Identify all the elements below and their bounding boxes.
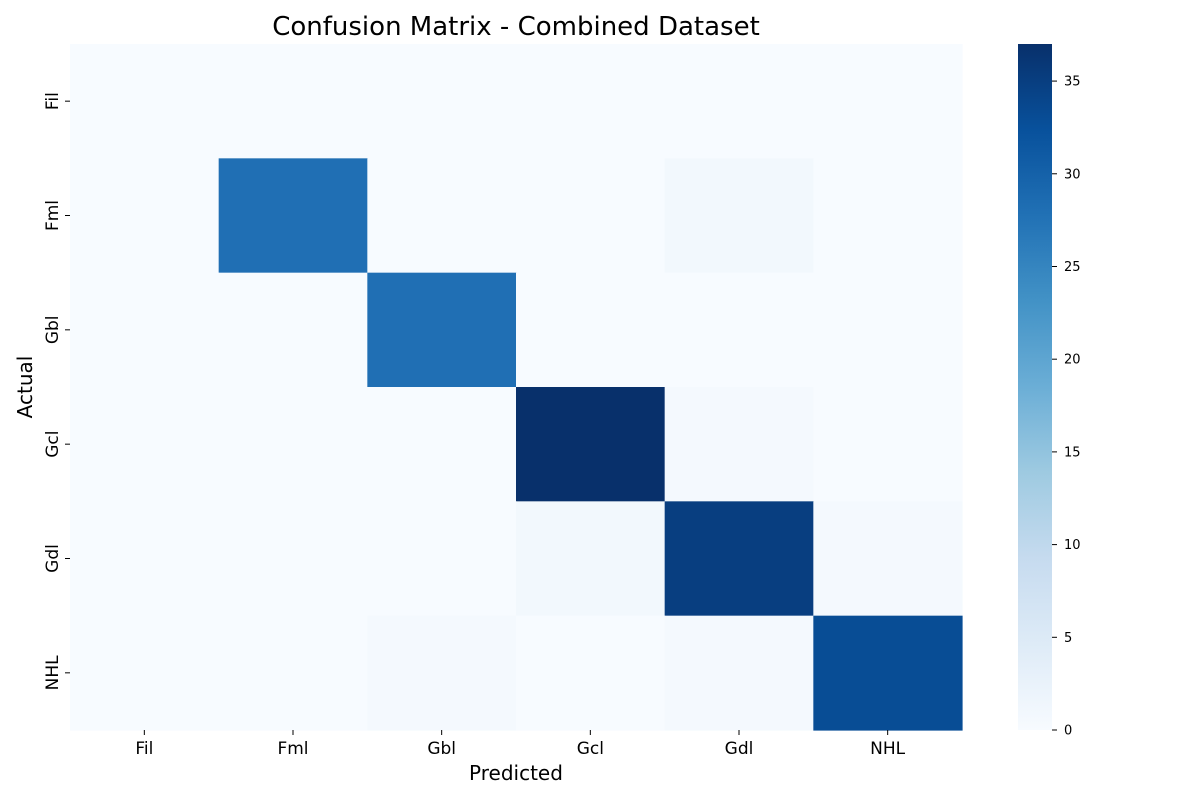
- x-tick-label: Fml: [277, 739, 308, 759]
- heatmap-cell: [664, 158, 814, 274]
- x-axis-label: Predicted: [469, 761, 563, 785]
- heatmap-cell: [813, 272, 963, 388]
- y-tick-labels: Fil Fml Gbl Gcl Gdl NHL: [43, 92, 70, 690]
- x-tick-label: NHL: [870, 739, 906, 759]
- y-tick-label: Fml: [43, 200, 63, 231]
- heatmap-cells: [70, 44, 963, 731]
- heatmap-cell: [218, 158, 368, 274]
- x-tick-label: Gdl: [725, 739, 754, 759]
- heatmap-cell: [813, 615, 963, 731]
- heatmap-cell: [813, 44, 963, 159]
- colorbar-ticks: 0 5 10 15 20 25 30 35: [1052, 75, 1081, 739]
- heatmap-cell: [813, 158, 963, 274]
- colorbar-tick-label: 5: [1064, 631, 1072, 646]
- heatmap-cell: [70, 158, 220, 274]
- x-tick-label: Gbl: [427, 739, 456, 759]
- colorbar-tick-label: 30: [1064, 167, 1081, 182]
- colorbar: [1018, 44, 1052, 730]
- heatmap-cell: [516, 615, 666, 731]
- heatmap-cell: [516, 501, 666, 617]
- y-tick-label: Fil: [43, 92, 63, 110]
- heatmap-cell: [218, 272, 368, 388]
- heatmap-cell: [70, 501, 220, 617]
- colorbar-tick-label: 25: [1064, 260, 1081, 275]
- heatmap-cell: [664, 501, 814, 617]
- heatmap-cell: [664, 387, 814, 502]
- x-tick-label: Gcl: [577, 739, 604, 759]
- heatmap-cell: [516, 158, 666, 274]
- colorbar-tick-label: 35: [1064, 75, 1081, 90]
- heatmap-cell: [367, 158, 517, 274]
- heatmap-cell: [70, 615, 220, 731]
- x-tick-label: Fil: [135, 739, 153, 759]
- heatmap-cell: [367, 44, 517, 159]
- chart-title: Confusion Matrix - Combined Dataset: [272, 12, 760, 42]
- heatmap-cell: [813, 501, 963, 617]
- heatmap-cell: [70, 272, 220, 388]
- heatmap-cell: [218, 501, 368, 617]
- heatmap-cell: [516, 387, 666, 502]
- heatmap-cell: [367, 501, 517, 617]
- colorbar-tick-label: 10: [1064, 538, 1081, 553]
- heatmap-cell: [664, 44, 814, 159]
- heatmap-cell: [70, 44, 220, 159]
- heatmap-cell: [367, 387, 517, 502]
- heatmap-cell: [218, 615, 368, 731]
- x-tick-labels: Fil Fml Gbl Gcl Gdl NHL: [135, 730, 906, 759]
- heatmap-cell: [367, 615, 517, 731]
- heatmap-cell: [70, 387, 220, 502]
- colorbar-tick-label: 15: [1064, 445, 1081, 460]
- colorbar-tick-label: 20: [1064, 353, 1081, 368]
- heatmap-cell: [516, 272, 666, 388]
- y-tick-label: Gdl: [43, 544, 63, 573]
- y-tick-label: Gcl: [43, 431, 63, 458]
- colorbar-tick-label: 0: [1064, 724, 1072, 739]
- heatmap-cell: [218, 387, 368, 502]
- heatmap-cell: [664, 615, 814, 731]
- y-axis-label: Actual: [13, 356, 37, 419]
- y-tick-label: Gbl: [43, 315, 63, 344]
- heatmap-cell: [516, 44, 666, 159]
- y-tick-label: NHL: [43, 655, 63, 691]
- heatmap-cell: [664, 272, 814, 388]
- heatmap-cell: [367, 272, 517, 388]
- heatmap-cell: [218, 44, 368, 159]
- heatmap-cell: [813, 387, 963, 502]
